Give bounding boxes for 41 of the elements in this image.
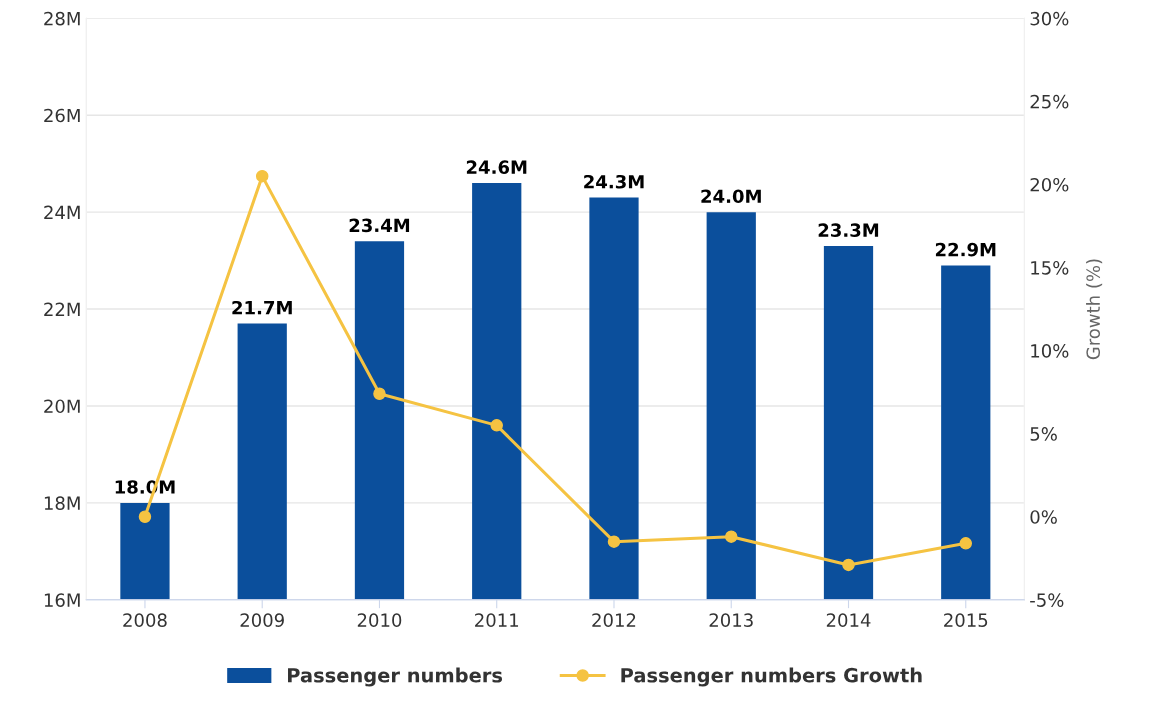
y-tick-label: 28M	[44, 11, 80, 26]
point	[373, 387, 386, 401]
y-tick-label: 16M	[44, 593, 80, 607]
point	[138, 510, 152, 523]
x-tick-label: 2011	[475, 613, 519, 627]
x-tick-label: 2009	[240, 613, 284, 627]
data-label: 23.3M	[818, 223, 879, 238]
y2-tick-label: 10%	[1031, 344, 1069, 358]
data-label: 22.9M	[935, 242, 996, 257]
y2-tick-label: 5%	[1030, 427, 1057, 441]
x-tick-label: 2013	[709, 613, 753, 627]
x-tick-label: 2008	[123, 613, 167, 627]
y2-tick-label: 30%	[1030, 11, 1069, 26]
point	[724, 530, 738, 543]
point	[255, 169, 269, 183]
point	[959, 537, 973, 550]
x-tick-label: 2012	[592, 613, 636, 627]
y-tick-label: 20M	[44, 399, 80, 414]
point	[842, 558, 855, 572]
y-tick-label: 22M	[44, 302, 80, 316]
y2-axis-title: Growth (%)	[1086, 259, 1103, 360]
data-label: 23.4M	[349, 218, 410, 233]
x-tick-label: 2014	[826, 613, 871, 627]
x-tick-label: 2015	[944, 613, 988, 627]
data-label: 24.0M	[701, 189, 761, 204]
data-label: 21.7M	[232, 300, 292, 315]
y2-tick-label: 25%	[1030, 94, 1069, 109]
y2-tick-label: 15%	[1031, 260, 1069, 275]
x-tick-label: 2010	[357, 613, 402, 627]
y2-tick-label: -5%	[1030, 593, 1064, 607]
legend-label: Passenger numbers Growth	[621, 667, 922, 687]
legend-label: Passenger numbers	[288, 667, 503, 687]
point	[490, 419, 503, 432]
data-label: 24.3M	[584, 174, 644, 189]
y-tick-label: 26M	[44, 108, 80, 123]
y2-tick-label: 0%	[1030, 510, 1057, 524]
y-tick-label: 18M	[44, 496, 80, 511]
y-tick-label: 24M	[44, 205, 80, 219]
data-label: 24.6M	[466, 160, 527, 175]
y2-tick-label: 20%	[1030, 177, 1069, 192]
point	[607, 535, 621, 548]
